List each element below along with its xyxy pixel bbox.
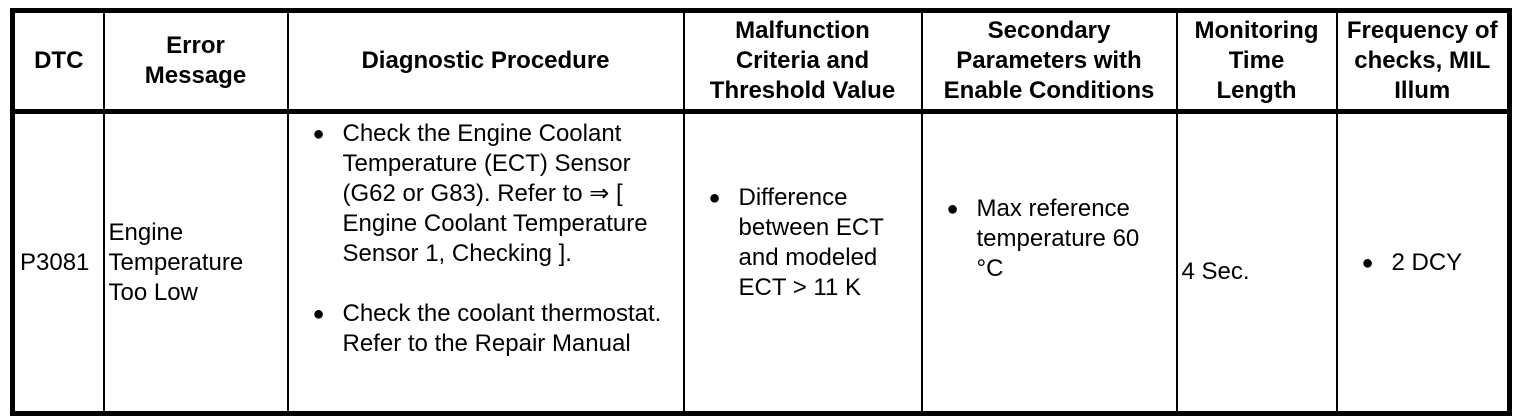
bullet-icon: ● [312, 303, 325, 325]
cell-malfunction-criteria: ● Difference between ECT and modeled ECT … [682, 110, 923, 415]
diagnostic-procedure-list: ● Check the Engine Coolant Temperature (E… [290, 119, 680, 359]
cell-diagnostic-procedure: ● Check the Engine Coolant Temperature (E… [286, 110, 685, 415]
frequency-of-checks-list: ● 2 DCY [1339, 248, 1508, 278]
bullet-item-text: Check the Engine Coolant Temperature (EC… [342, 120, 648, 267]
bullet-item-text: Check the coolant thermostat. Refer to t… [342, 300, 662, 357]
column-header-malfunction-criteria: Malfunction Criteria and Threshold Value [682, 9, 923, 114]
column-header-error-message: Error Message [102, 9, 289, 114]
column-header-secondary-parameters: Secondary Parameters with Enable Conditi… [920, 9, 1178, 114]
bullet-icon: ● [946, 197, 959, 220]
cell-dtc: P3081 [11, 110, 105, 415]
bullet-icon: ● [708, 186, 721, 209]
cell-frequency-of-checks: ● 2 DCY [1335, 110, 1511, 415]
cell-secondary-parameters: ● Max reference temperature 60 °C [920, 110, 1178, 415]
bullet-item: ● 2 DCY [1339, 248, 1508, 278]
bullet-item: ● Check the Engine Coolant Temperature (E… [290, 119, 680, 269]
column-header-dtc: DTC [11, 9, 105, 114]
bullet-item: ● Difference between ECT and modeled ECT … [686, 183, 915, 303]
monitoring-time-text: 4 Sec. [1181, 257, 1250, 285]
bullet-item-text: Difference between ECT and modeled ECT >… [738, 183, 884, 301]
table-row: P3081 Engine Temperature Too Low ● Check … [11, 110, 1511, 415]
column-header-frequency-of-checks: Frequency of checks, MIL Illum [1335, 9, 1511, 114]
bullet-icon: ● [312, 123, 325, 145]
bullet-icon: ● [1361, 251, 1374, 274]
bullet-item-text: 2 DCY [1391, 248, 1463, 276]
error-message-text: Engine Temperature Too Low [108, 218, 244, 306]
cell-monitoring-time: 4 Sec. [1175, 110, 1338, 415]
cell-error-message: Engine Temperature Too Low [102, 110, 289, 415]
dtc-diagnostic-table: DTC Error Message Diagnostic Procedure M… [10, 8, 1512, 416]
column-header-monitoring-time: Monitoring Time Length [1175, 9, 1338, 114]
bullet-item-text: Max reference temperature 60 °C [976, 194, 1140, 282]
malfunction-criteria-list: ● Difference between ECT and modeled ECT … [686, 183, 915, 303]
table-header-row: DTC Error Message Diagnostic Procedure M… [11, 9, 1511, 114]
dtc-code: P3081 [20, 248, 90, 276]
secondary-parameters-list: ● Max reference temperature 60 °C [924, 194, 1168, 284]
bullet-item: ● Max reference temperature 60 °C [924, 194, 1168, 284]
bullet-item: ● Check the coolant thermostat. Refer to … [290, 299, 680, 359]
column-header-diagnostic-procedure: Diagnostic Procedure [286, 9, 685, 114]
